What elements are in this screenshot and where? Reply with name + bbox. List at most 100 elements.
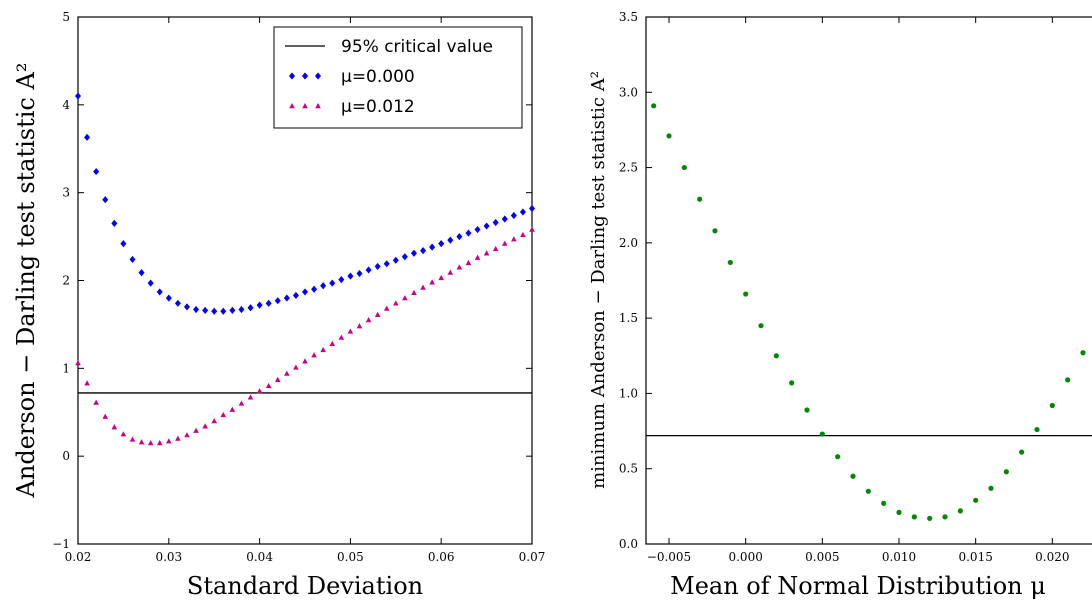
data-point [147, 279, 154, 287]
y-tick-label: 1.0 [619, 386, 638, 400]
data-point [138, 439, 145, 445]
right-x-ticks: −0.005 0.000 0.005 0.010 0.015 0.020 [647, 17, 1070, 564]
data-point [365, 266, 372, 274]
legend-mu0-label: μ=0.000 [341, 67, 415, 87]
data-point [411, 289, 417, 295]
data-point [465, 259, 472, 266]
data-point [274, 297, 281, 305]
data-point [835, 454, 841, 460]
data-point [338, 276, 345, 284]
data-point [156, 288, 163, 296]
x-tick-label: 0.03 [155, 550, 182, 564]
x-tick-label: 0.010 [882, 550, 916, 564]
data-point [111, 424, 118, 430]
data-point [183, 303, 190, 311]
data-point [365, 317, 372, 323]
data-point [510, 211, 517, 220]
data-point [410, 249, 417, 257]
legend-marker [289, 72, 295, 80]
legend-marker [315, 103, 321, 109]
data-point [75, 360, 81, 366]
data-point [347, 272, 354, 280]
data-point [283, 294, 290, 302]
right-plot-frame [645, 16, 1092, 545]
data-point [492, 218, 499, 227]
data-point [238, 400, 245, 406]
data-point [483, 222, 490, 230]
data-point [865, 488, 871, 494]
legend: 95% critical value μ=0.000 μ=0.012 [273, 26, 523, 129]
data-point [120, 240, 127, 248]
data-point [456, 264, 463, 270]
data-point [174, 299, 181, 307]
data-point [111, 219, 118, 228]
data-point [973, 497, 979, 503]
x-tick-label: 0.015 [958, 550, 992, 564]
data-point [138, 268, 145, 277]
y-tick-label: 1 [62, 361, 70, 375]
data-point [220, 411, 227, 418]
data-point [819, 431, 825, 437]
left-x-ticks: 0.02 0.03 0.04 0.05 0.06 0.07 [65, 17, 545, 564]
data-point [129, 436, 136, 442]
data-point [727, 259, 733, 266]
legend-marker [302, 103, 308, 109]
data-point [329, 340, 336, 346]
data-point [758, 323, 764, 329]
right-y-ticks: 0.0 0.5 1.0 1.5 2.0 2.5 3.0 3.5 [619, 10, 652, 551]
y-tick-label: −1 [52, 537, 70, 551]
data-point [881, 500, 887, 506]
right-y-axis-label: minimum Anderson − Darling test statisti… [588, 71, 609, 489]
y-tick-label: 2.5 [619, 161, 638, 175]
data-point [293, 364, 299, 370]
data-point [1019, 449, 1025, 455]
data-point [447, 269, 454, 275]
data-point [651, 103, 657, 109]
data-point [465, 229, 472, 237]
data-point [393, 300, 399, 306]
data-point [1080, 350, 1086, 356]
data-point [401, 253, 408, 261]
legend-critical-label: 95% critical value [341, 37, 493, 57]
data-point [438, 240, 445, 248]
y-tick-label: 2.0 [619, 236, 638, 250]
data-point [302, 288, 308, 296]
right-series-points [651, 103, 1086, 522]
data-point [429, 279, 435, 285]
data-point [175, 435, 181, 441]
data-point [492, 245, 499, 252]
data-point [519, 208, 526, 216]
data-point [511, 236, 517, 242]
data-point [789, 380, 795, 386]
left-x-axis-label: Standard Deviation [187, 572, 423, 600]
data-point [329, 279, 336, 287]
data-point [666, 133, 672, 139]
x-tick-label: 0.020 [1035, 550, 1069, 564]
data-point [184, 432, 190, 438]
right-panel: −0.005 0.000 0.005 0.010 0.015 0.020 0.0 0.5 1.… [588, 10, 1092, 600]
y-tick-label: 0.0 [619, 537, 638, 551]
data-point [284, 370, 290, 376]
y-tick-label: 4 [62, 98, 70, 112]
data-point [220, 307, 227, 315]
data-point [302, 358, 308, 364]
data-point [166, 438, 172, 444]
legend-mu0-swatch [289, 72, 321, 80]
data-point [1065, 377, 1071, 383]
data-point [1034, 426, 1040, 433]
data-point [247, 394, 254, 400]
data-point [447, 236, 454, 244]
data-point [211, 418, 217, 424]
data-point [474, 225, 481, 234]
data-point [193, 305, 200, 314]
data-point [102, 196, 109, 204]
legend-mu012-label: μ=0.012 [341, 97, 415, 117]
data-point [383, 305, 390, 311]
x-tick-label: 0.02 [65, 550, 92, 564]
data-point [804, 407, 810, 413]
y-tick-label: 1.5 [619, 311, 638, 325]
data-point [247, 304, 254, 312]
data-point [529, 204, 535, 213]
data-point [911, 514, 917, 520]
